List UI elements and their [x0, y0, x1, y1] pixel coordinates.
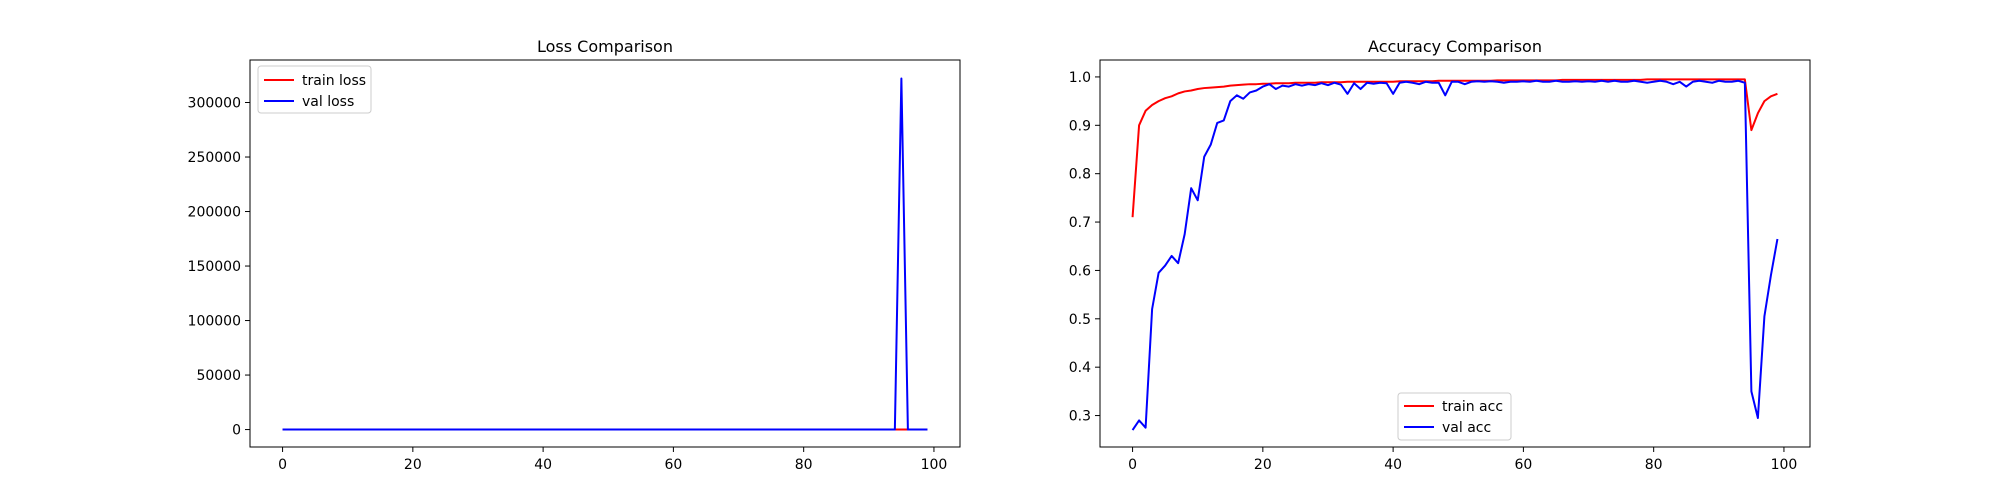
loss-plot-area [249, 59, 961, 448]
loss-series-lines [282, 77, 928, 431]
loss-legend: train loss val loss [257, 65, 372, 114]
loss-comparison-chart: Loss Comparison 0 20 40 60 80 100 0 50000 100000… [188, 37, 961, 473]
loss-x-tick-label: 100 [921, 457, 948, 473]
accuracy-axes-ticks: 0 20 40 60 80 100 0.3 0.4 0.5 0.6 0.7 0.8 0.9 1.0 [1069, 70, 1798, 473]
accuracy-x-tick-label: 20 [1254, 457, 1272, 473]
accuracy-chart-title: Accuracy Comparison [1368, 37, 1542, 56]
accuracy-comparison-chart: Accuracy Comparison 0 20 40 60 80 100 0.3 0.4 0.… [1069, 37, 1811, 473]
loss-y-tick-label: 50000 [196, 368, 241, 384]
accuracy-legend-label-train: train acc [1442, 399, 1503, 415]
loss-y-tick-label: 100000 [188, 314, 241, 330]
accuracy-legend-label-val: val acc [1442, 420, 1491, 436]
accuracy-y-tick-label: 0.8 [1069, 167, 1091, 183]
accuracy-plot-area [1099, 59, 1811, 448]
accuracy-y-tick-label: 0.3 [1069, 409, 1091, 425]
loss-series-val-loss-line [282, 77, 928, 431]
accuracy-legend-box [1397, 392, 1512, 441]
loss-x-tick-label: 80 [795, 457, 813, 473]
loss-legend-label-val: val loss [302, 94, 354, 110]
loss-y-tick-label: 200000 [188, 205, 241, 221]
loss-x-tick-label: 20 [404, 457, 422, 473]
loss-x-tick-label: 0 [278, 457, 287, 473]
accuracy-y-tick-label: 0.7 [1069, 215, 1091, 231]
accuracy-x-tick-label: 40 [1384, 457, 1402, 473]
accuracy-y-tick-label: 0.5 [1069, 312, 1091, 328]
accuracy-y-tick-label: 0.4 [1069, 360, 1091, 376]
accuracy-x-tick-label: 60 [1514, 457, 1532, 473]
accuracy-series-lines [1131, 78, 1779, 431]
accuracy-legend: train acc val acc [1397, 392, 1512, 441]
accuracy-y-tick-label: 0.9 [1069, 118, 1091, 134]
loss-chart-title: Loss Comparison [537, 37, 673, 56]
loss-y-tick-label: 150000 [188, 259, 241, 275]
loss-y-tick-label: 0 [232, 423, 241, 439]
accuracy-x-tick-label: 100 [1771, 457, 1798, 473]
accuracy-x-tick-label: 80 [1645, 457, 1663, 473]
loss-y-tick-label: 250000 [188, 150, 241, 166]
accuracy-series-val-acc-line [1131, 79, 1779, 431]
loss-x-tick-label: 60 [664, 457, 682, 473]
loss-legend-label-train: train loss [302, 73, 366, 89]
accuracy-y-tick-label: 0.6 [1069, 263, 1091, 279]
loss-y-tick-label: 300000 [188, 96, 241, 112]
loss-axes-ticks: 0 20 40 60 80 100 0 50000 100000 150000 200000 2500… [188, 96, 948, 473]
accuracy-x-tick-label: 0 [1128, 457, 1137, 473]
accuracy-y-tick-label: 1.0 [1069, 70, 1091, 86]
loss-x-tick-label: 40 [534, 457, 552, 473]
